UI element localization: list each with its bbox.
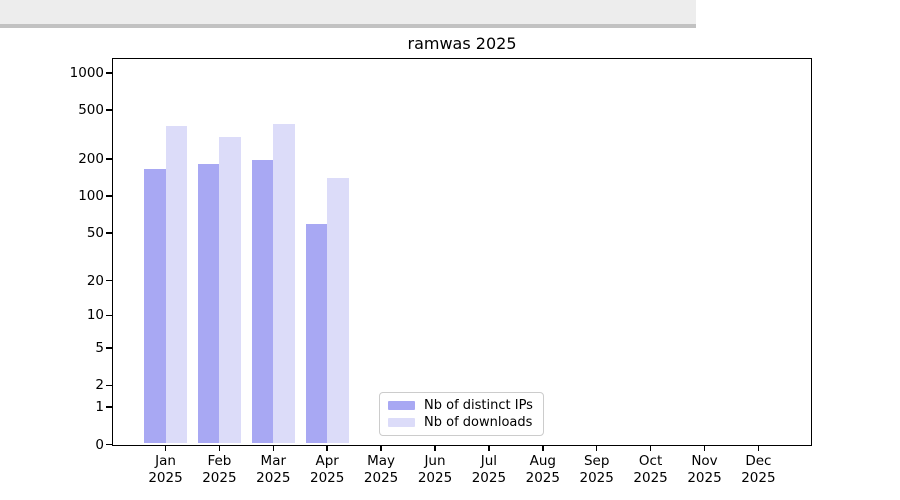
x-tick-apr xyxy=(326,445,328,451)
y-tick-0 xyxy=(106,443,112,446)
gridline-minor xyxy=(0,10,696,11)
y-tick-20 xyxy=(106,279,112,282)
y-tick-label-2: 2 xyxy=(95,377,104,394)
gridline-major xyxy=(0,25,696,26)
x-tick-jan xyxy=(164,445,167,451)
legend-swatch-distinct-ips xyxy=(388,400,415,410)
x-tick-label-jun: Jun 2025 xyxy=(417,452,453,487)
gridline-major xyxy=(0,26,696,27)
x-tick-label-oct: Oct 2025 xyxy=(633,452,668,487)
gridline-minor xyxy=(0,7,696,8)
gridline-minor xyxy=(0,3,696,4)
x-tick-jun xyxy=(434,445,436,451)
y-tick-label-20: 20 xyxy=(86,272,104,289)
gridline-minor xyxy=(0,11,696,12)
y-tick-1000 xyxy=(106,71,112,74)
x-tick-aug xyxy=(542,445,544,451)
y-tick-50 xyxy=(106,232,112,234)
legend-label-downloads: Nb of downloads xyxy=(424,415,533,431)
y-tick-10 xyxy=(106,314,112,317)
gridline-minor xyxy=(0,12,696,13)
legend-item-downloads: Nb of downloads xyxy=(388,415,535,430)
legend: Nb of distinct IPs Nb of downloads xyxy=(379,392,544,436)
y-tick-label-10: 10 xyxy=(86,307,104,324)
legend-item-distinct-ips: Nb of distinct IPs xyxy=(388,398,535,413)
gridline-minor xyxy=(0,5,696,6)
gridline-minor xyxy=(0,21,696,22)
gridline-minor xyxy=(0,16,696,17)
gridline-minor xyxy=(0,14,696,15)
y-tick-label-1: 1 xyxy=(95,399,104,416)
y-tick-label-200: 200 xyxy=(78,151,104,168)
bar-distinct-ips-jan xyxy=(144,168,166,444)
x-tick-label-sep: Sep 2025 xyxy=(579,452,614,487)
y-tick-100 xyxy=(106,195,112,197)
x-tick-label-jan: Jan 2025 xyxy=(148,452,183,487)
gridline-minor xyxy=(0,1,696,2)
bar-downloads-apr xyxy=(327,177,349,444)
x-tick-label-apr: Apr 2025 xyxy=(310,452,345,487)
x-tick-label-feb: Feb 2025 xyxy=(202,452,237,487)
gridline-minor xyxy=(0,4,696,5)
x-tick-label-jul: Jul 2025 xyxy=(471,452,507,487)
x-tick-label-mar: Mar 2025 xyxy=(256,452,291,487)
y-tick-label-0: 0 xyxy=(95,436,104,453)
bar-distinct-ips-apr xyxy=(305,224,328,444)
y-tick-5 xyxy=(106,347,112,349)
x-tick-mar xyxy=(272,445,275,451)
gridline-major xyxy=(0,27,696,28)
gridline-minor xyxy=(0,0,696,1)
chart-title: ramwas 2025 xyxy=(407,34,517,53)
gridline-minor xyxy=(0,15,696,16)
x-tick-label-dec: Dec 2025 xyxy=(741,452,776,487)
x-tick-label-may: May 2025 xyxy=(363,452,399,487)
x-tick-oct xyxy=(649,445,652,451)
x-tick-feb xyxy=(218,445,221,451)
y-tick-1 xyxy=(106,406,112,408)
gridline-minor xyxy=(0,2,696,3)
gridline-minor xyxy=(0,13,696,14)
y-tick-2 xyxy=(106,384,112,387)
gridline-minor xyxy=(0,22,696,23)
gridline-minor xyxy=(0,8,696,9)
bar-downloads-jan xyxy=(165,126,187,444)
gridline-major xyxy=(0,24,696,25)
y-tick-label-100: 100 xyxy=(78,188,104,205)
y-tick-500 xyxy=(106,109,112,111)
x-tick-may xyxy=(380,445,382,451)
bar-distinct-ips-feb xyxy=(197,163,220,444)
bar-distinct-ips-mar xyxy=(251,160,274,444)
y-tick-label-5: 5 xyxy=(95,340,104,357)
legend-swatch-downloads xyxy=(388,418,415,428)
gridline-minor xyxy=(0,23,696,24)
gridline-minor xyxy=(0,19,696,20)
bar-downloads-mar xyxy=(273,124,295,444)
y-tick-label-500: 500 xyxy=(78,101,104,118)
gridline-minor xyxy=(0,18,696,19)
bar-downloads-feb xyxy=(219,136,241,444)
x-tick-sep xyxy=(595,445,598,451)
x-tick-jul xyxy=(488,445,490,451)
x-tick-nov xyxy=(703,445,706,451)
y-tick-label-50: 50 xyxy=(86,224,104,241)
gridline-minor xyxy=(0,6,696,7)
y-tick-label-1000: 1000 xyxy=(69,64,104,81)
x-tick-dec xyxy=(757,445,760,451)
x-tick-label-aug: Aug 2025 xyxy=(525,452,560,487)
gridline-minor xyxy=(0,20,696,21)
gridline-minor xyxy=(0,17,696,18)
x-tick-label-nov: Nov 2025 xyxy=(687,452,722,487)
legend-label-distinct-ips: Nb of distinct IPs xyxy=(424,397,533,413)
gridline-minor xyxy=(0,9,696,10)
y-tick-200 xyxy=(106,158,112,160)
